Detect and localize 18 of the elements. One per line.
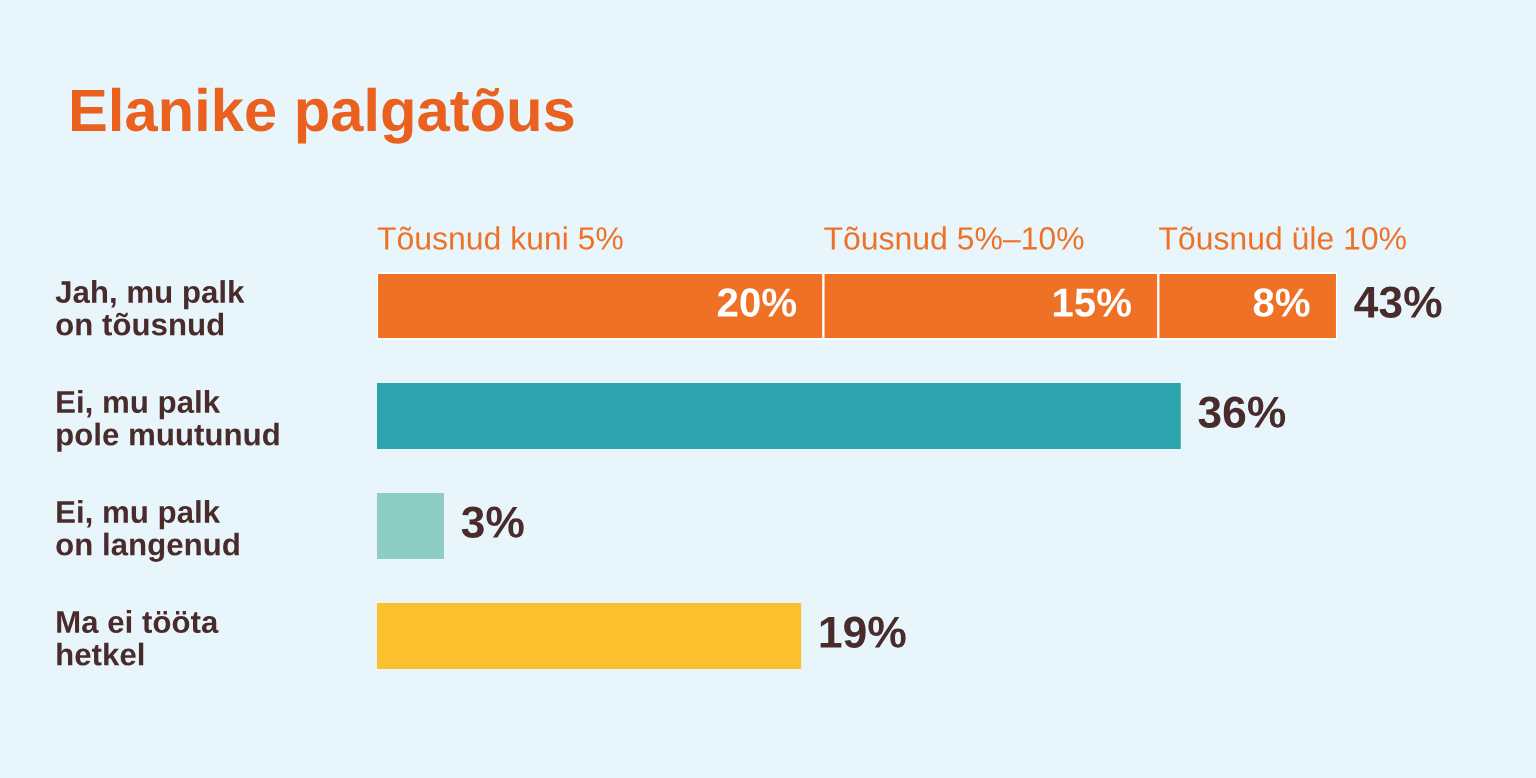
y-tick-label: Ei, mu palk on langenud	[56, 500, 239, 562]
data-label: 15%	[1053, 288, 1131, 317]
y-tick-label: Ei, mu palk pole muutunud	[57, 390, 279, 452]
data-label: 20%	[717, 288, 797, 317]
total-label: 3%	[461, 506, 524, 538]
chart-title: Elanike palgatõus	[71, 87, 574, 144]
y-tick-label: Jah, mu palk on tõusnud	[55, 280, 245, 336]
series-label: Tõusnud üle 10%	[1159, 226, 1406, 250]
series-label: Tõusnud 5%–10%	[824, 226, 1084, 250]
total-label: 36%	[1198, 396, 1286, 428]
data-label: 8%	[1253, 288, 1310, 317]
total-label: 43%	[1354, 286, 1442, 318]
bar	[377, 603, 802, 669]
bar	[377, 383, 1181, 449]
bar	[377, 493, 444, 559]
y-tick-label: Ma ei tööta hetkel	[57, 610, 219, 666]
total-label: 19%	[820, 616, 906, 648]
series-label: Tõusnud kuni 5%	[377, 226, 623, 250]
